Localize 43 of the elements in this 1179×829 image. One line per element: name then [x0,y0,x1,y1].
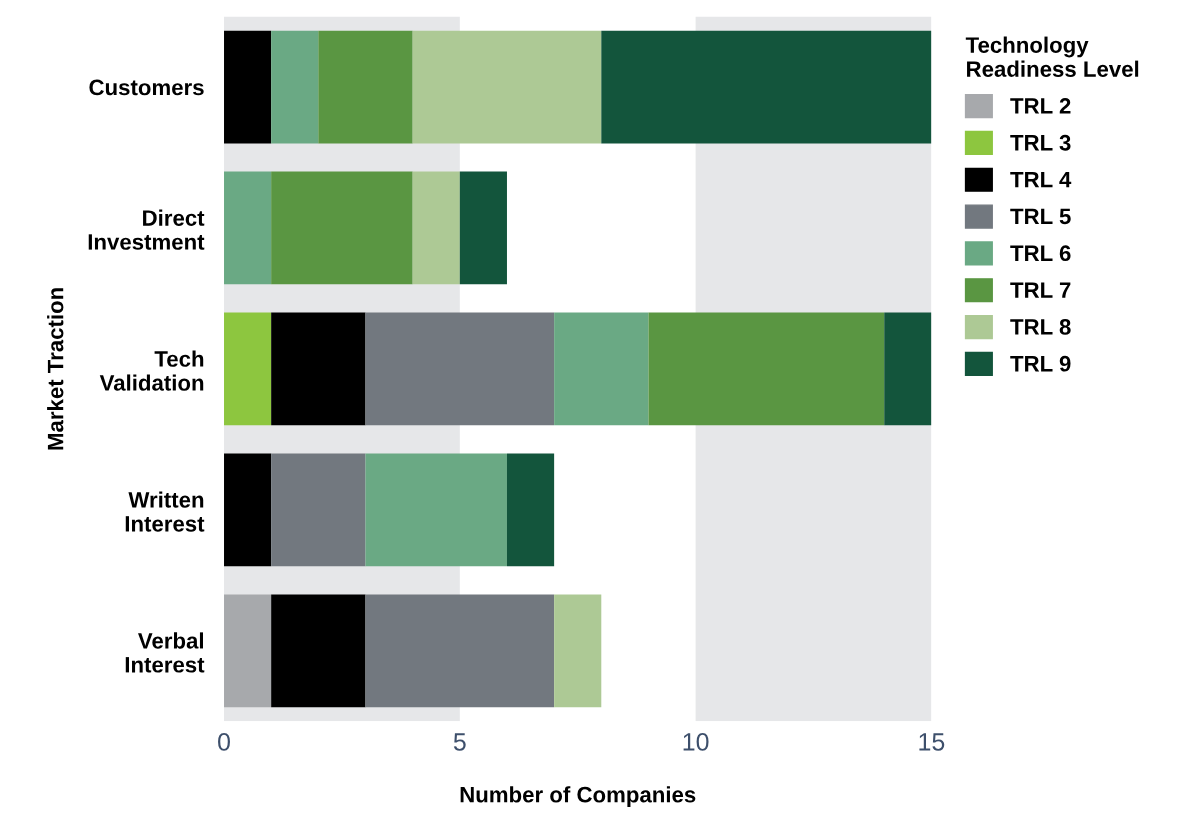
x-tick-label: 15 [919,733,945,751]
bar [554,594,602,708]
x-tick-label: 10 [683,733,709,751]
bar [412,30,602,144]
bar [506,453,555,567]
bar [224,594,272,708]
bar [271,30,319,144]
bar [554,312,649,426]
legend-label: TRL 4 [1010,171,1072,188]
bar [271,171,413,285]
bar [459,171,507,285]
bar [365,312,555,426]
bar [224,453,272,567]
bar [412,171,460,285]
bar [224,171,272,285]
bar [365,594,555,708]
bar [271,594,366,708]
legend-label: TRL 6 [1010,245,1071,262]
legend-label: TRL 8 [1010,319,1071,335]
legend-label: TRL 7 [1010,282,1071,298]
y-tick-label: Direct Investment [88,209,205,250]
y-tick-label: Written Interest [125,491,205,532]
bar [224,30,272,144]
legend-label: TRL 9 [1010,355,1071,372]
bar [365,453,507,567]
x-tick-label: 5 [453,733,466,751]
legend-label: TRL 3 [1010,134,1071,151]
bar [271,453,366,567]
y-tick-label: Customers [89,79,204,96]
bar [648,312,885,426]
bar [884,312,932,426]
legend-label: TRL 2 [1010,98,1071,114]
bar [271,312,366,426]
y-tick-label: Tech Validation [99,350,204,391]
bar [601,30,932,144]
legend-label: TRL 5 [1010,208,1071,225]
x-tick-label: 0 [218,733,230,751]
x-axis-title: Number of Companies [460,786,696,807]
bar [318,30,413,144]
bar [224,312,272,426]
y-tick-label: Verbal Interest [125,632,205,673]
legend-title: Technology Readiness Level [965,36,1139,77]
y-axis-title: Market Traction [47,288,64,450]
